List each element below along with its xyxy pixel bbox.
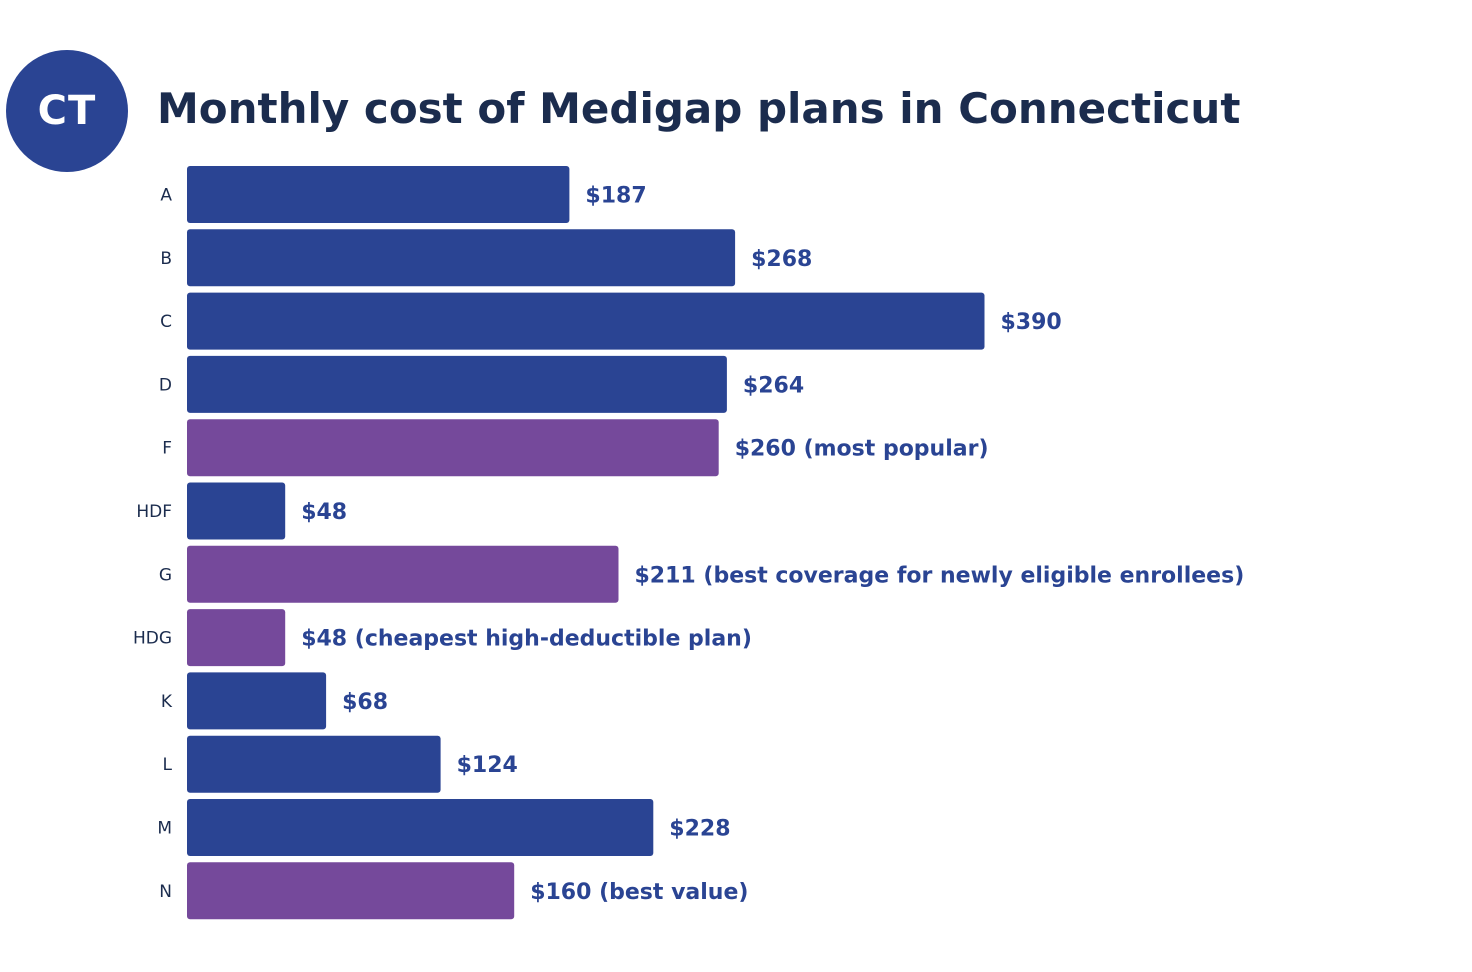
bar-hdf: [187, 482, 286, 540]
value-label: $48 (cheapest high-deductible plan): [301, 627, 752, 652]
value-label: $228: [669, 817, 730, 842]
category-label: M: [157, 819, 172, 839]
bar-k: [187, 672, 327, 730]
category-label: K: [161, 692, 173, 712]
value-label: $68: [342, 690, 388, 715]
bar-f: [187, 419, 719, 477]
value-label: $124: [457, 753, 518, 778]
category-label: G: [159, 565, 172, 585]
value-label: $187: [585, 184, 646, 209]
category-label: B: [160, 249, 172, 269]
bar-a: [187, 166, 570, 223]
category-label: L: [163, 755, 173, 775]
value-label: $268: [751, 247, 812, 272]
bar-hdg: [187, 609, 286, 667]
bar-m: [187, 799, 654, 856]
category-label: C: [160, 312, 172, 332]
value-label: $160 (best value): [530, 880, 748, 905]
category-label: HDF: [136, 502, 172, 522]
bar-g: [187, 545, 619, 603]
bar-d: [187, 355, 727, 413]
bar-l: [187, 735, 441, 793]
value-label: $390: [1001, 310, 1062, 335]
value-label: $48: [301, 500, 347, 525]
value-label: $260 (most popular): [735, 437, 989, 462]
chart-title: Monthly cost of Medigap plans in Connect…: [157, 84, 1241, 133]
bar-n: [187, 862, 515, 920]
value-label: $211 (best coverage for newly eligible e…: [635, 563, 1245, 588]
state-badge: CT: [6, 50, 128, 172]
bar-b: [187, 229, 736, 287]
category-label: A: [160, 186, 172, 206]
category-label: N: [159, 882, 172, 902]
value-label: $264: [743, 373, 804, 398]
category-label: HDG: [133, 629, 172, 649]
bar-c: [187, 292, 985, 350]
category-label: F: [162, 439, 172, 459]
category-label: D: [159, 375, 172, 395]
